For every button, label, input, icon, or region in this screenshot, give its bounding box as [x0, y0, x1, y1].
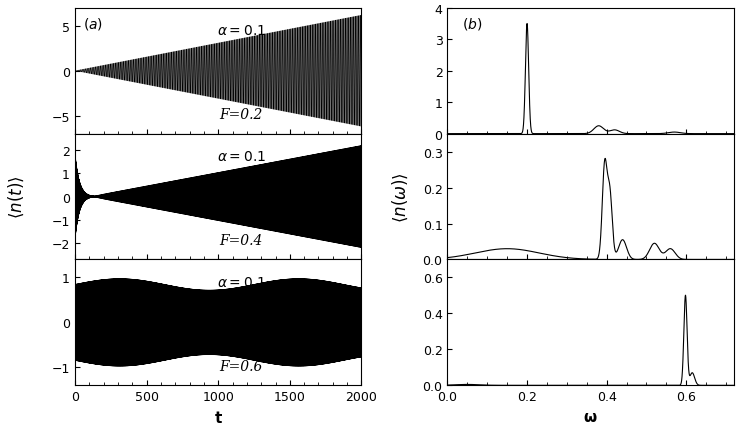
Text: $\langle n(t)\rangle$: $\langle n(t)\rangle$	[7, 175, 26, 219]
Text: $\alpha=0.1$: $\alpha=0.1$	[216, 24, 266, 38]
Text: $(a)$: $(a)$	[83, 16, 103, 32]
Text: F=0.4: F=0.4	[219, 233, 263, 247]
Text: $\langle n(\omega)\rangle$: $\langle n(\omega)\rangle$	[391, 172, 410, 223]
Text: $(b)$: $(b)$	[462, 16, 482, 32]
X-axis label: $\mathbf{\omega}$: $\mathbf{\omega}$	[583, 409, 598, 424]
X-axis label: $\mathbf{t}$: $\mathbf{t}$	[213, 409, 222, 425]
Text: F=0.2: F=0.2	[219, 108, 263, 122]
Text: $\alpha=0.1$: $\alpha=0.1$	[216, 275, 266, 289]
Text: F=0.6: F=0.6	[219, 359, 263, 373]
Text: $\alpha=0.1$: $\alpha=0.1$	[216, 149, 266, 163]
